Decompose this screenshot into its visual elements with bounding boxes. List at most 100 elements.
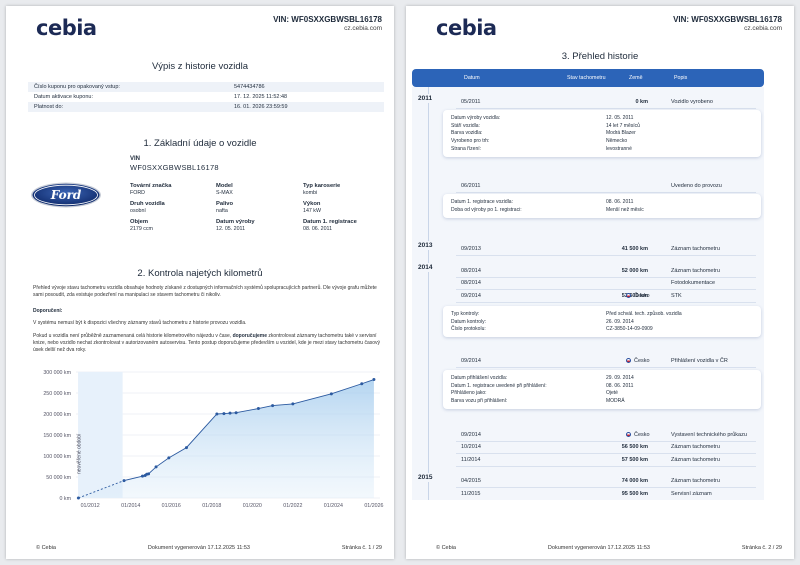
card-row: Barva vozidla: Modrá Blazer: [451, 130, 636, 137]
card-row: Datum kontroly: 26. 09. 2014: [451, 318, 634, 325]
mileage-point: [167, 456, 171, 460]
mileage-point: [122, 479, 126, 483]
history-row[interactable]: 09/2014 53 500 km Česko STK: [456, 291, 756, 301]
history-row[interactable]: 11/2014 57 500 km Záznam tachometru: [456, 455, 756, 465]
row-km: 57 500 km: [621, 457, 648, 463]
x-tick-label: 01/2014: [121, 503, 140, 509]
attr-power: Výkon 147 kW: [303, 201, 321, 214]
czech-flag-icon: [626, 358, 631, 363]
x-tick-label: 01/2026: [364, 503, 383, 509]
coupon-row: Platnost do: 16. 01. 2026 23:59:59: [28, 102, 384, 112]
history-row[interactable]: 10/2014 56 500 km Záznam tachometru: [456, 442, 756, 452]
svg-text:Ford: Ford: [50, 188, 82, 202]
year-2013: 2013: [416, 241, 435, 250]
y-tick-label: 200 000 km: [43, 412, 71, 418]
footer-page-number: Stránka č. 2 / 29: [741, 545, 782, 551]
header-desc: Popis: [674, 75, 688, 81]
row-km: 95 500 km: [621, 491, 648, 497]
row-description: Záznam tachometru: [671, 457, 720, 463]
card-row: Stáří vozidla: 14 let 7 měsíců: [451, 122, 640, 129]
row-date: 10/2014: [461, 444, 481, 450]
row-date: 11/2015: [461, 491, 481, 497]
mileage-point: [228, 411, 232, 415]
card-row: Číslo protokolu: CZ-3850-14-09-0909: [451, 326, 653, 333]
mileage-point: [215, 412, 219, 416]
history-row[interactable]: 11/2015 95 500 km Servisní záznam: [456, 489, 756, 499]
row-description: Vystavení technického průkazu: [671, 432, 747, 438]
detail-card-registration: Datum 1. registrace vozidla: 08. 06. 2011…: [443, 194, 761, 218]
history-row[interactable]: 06/2011 Uvedeno do provozu: [456, 181, 756, 191]
y-tick-label: 100 000 km: [43, 454, 71, 460]
coupon-row: Číslo kuponu pro opakovaný vstup: 5474434…: [28, 82, 384, 92]
row-km: 53 500 km: [621, 293, 648, 299]
attr-volume: Objem 2179 ccm: [130, 219, 153, 232]
row-description: Záznam tachometru: [671, 444, 720, 450]
row-km: 52 000 km: [621, 268, 648, 274]
row-country: Česko: [626, 432, 650, 438]
card-row: Datum 1. registrace uvedené při přihláše…: [451, 382, 634, 389]
mileage-point: [329, 392, 333, 396]
row-description: Uvedeno do provozu: [671, 183, 722, 189]
card-row: Přihlášeno jako: Ojeté: [451, 390, 618, 397]
header-site-link[interactable]: cz.cebia.com: [744, 25, 782, 32]
mileage-point: [271, 404, 275, 408]
mileage-point: [256, 407, 260, 411]
row-date: 06/2011: [461, 183, 481, 189]
section-basic-info-title: 1. Základní údaje o vozidle: [143, 138, 257, 149]
page-title: Výpis z historie vozidla: [151, 61, 249, 72]
header-vin: VIN: WF0SXXGBWSBL16178 cz.cebia.com: [673, 15, 782, 32]
row-date: 11/2014: [461, 457, 481, 463]
coupon-row: Datum aktivace kuponu: 17. 12. 2025 11:52…: [34, 94, 288, 100]
row-description: Fotodokumentace: [671, 280, 716, 286]
x-tick-label: 01/2024: [324, 503, 343, 509]
recommend-2: Pokud u vozidla není průběžně zaznamenan…: [33, 333, 381, 354]
footer-copyright: © Cebia: [36, 545, 56, 551]
history-row[interactable]: 09/2014 Česko Vystavení technického průkaz…: [456, 430, 756, 440]
section-history-title: 3. Přehled historie: [561, 51, 639, 62]
card-row: Barva vozu při přihlášení: MODRÁ: [451, 398, 625, 405]
history-row[interactable]: 04/2015 74 000 km Záznam tachometru: [456, 476, 756, 486]
mileage-point: [222, 412, 226, 416]
cebia-logo: cebia: [36, 16, 97, 40]
history-row[interactable]: 08/2014 Fotodokumentace: [456, 278, 756, 288]
row-description: Záznam tachometru: [671, 246, 720, 252]
header-date: Datum: [464, 75, 480, 81]
history-row[interactable]: 08/2014 52 000 km Záznam tachometru: [456, 266, 756, 276]
footer-copyright: © Cebia: [436, 545, 456, 551]
history-row[interactable]: 05/2011 0 km Vozidlo vyrobeno: [456, 97, 756, 107]
header-vin-text: VIN: WF0SXXGBWSBL16178: [273, 15, 382, 24]
cebia-logo: cebia: [436, 16, 497, 40]
czech-flag-icon: [626, 293, 631, 298]
mileage-point: [234, 411, 238, 415]
report-page-2: cebia VIN: WF0SXXGBWSBL16178 cz.cebia.co…: [406, 6, 794, 559]
mileage-point: [140, 474, 144, 478]
row-separator: [456, 466, 756, 467]
detail-card-inspection: Typ kontroly: Před schvál. tech. způsob. …: [443, 306, 761, 338]
history-table-header: Datum Stav tachometru Země Popis: [412, 69, 764, 87]
row-description: Servisní záznam: [671, 491, 712, 497]
mileage-intro: Přehled vývoje stavu tachometru vozidla …: [33, 285, 377, 299]
row-description: Vozidlo vyrobeno: [671, 99, 713, 105]
row-date: 08/2014: [461, 268, 481, 274]
history-row[interactable]: 09/2014 Česko Přihlášení vozidla v ČR: [456, 356, 756, 366]
x-tick-label: 01/2016: [162, 503, 181, 509]
x-tick-label: 01/2018: [202, 503, 221, 509]
row-description: Záznam tachometru: [671, 478, 720, 484]
card-row: Datum 1. registrace vozidla: 08. 06. 2011: [451, 198, 634, 205]
history-row[interactable]: 09/2013 41 500 km Záznam tachometru: [456, 244, 756, 254]
timeline-line: [428, 87, 429, 500]
row-date: 05/2011: [461, 99, 481, 105]
y-tick-label: 300 000 km: [43, 370, 71, 376]
row-separator: [456, 108, 756, 109]
footer: © Cebia Dokument vygenerován 17.12.2025 …: [436, 545, 782, 551]
year-2011: 2011: [416, 94, 435, 103]
header-site-link[interactable]: cz.cebia.com: [344, 25, 382, 32]
row-date: 09/2014: [461, 432, 481, 438]
row-separator: [456, 302, 756, 303]
card-row: Strana řízení: levostranné: [451, 146, 632, 153]
detail-card-cz-registration: Datum přihlášení vozidla: 29. 09. 2014 Dat…: [443, 370, 761, 410]
row-separator: [456, 192, 756, 193]
unverified-region: [78, 372, 123, 498]
vin-label: VIN: [130, 156, 141, 162]
card-row: Datum přihlášení vozidla: 29. 09. 2014: [451, 374, 634, 381]
